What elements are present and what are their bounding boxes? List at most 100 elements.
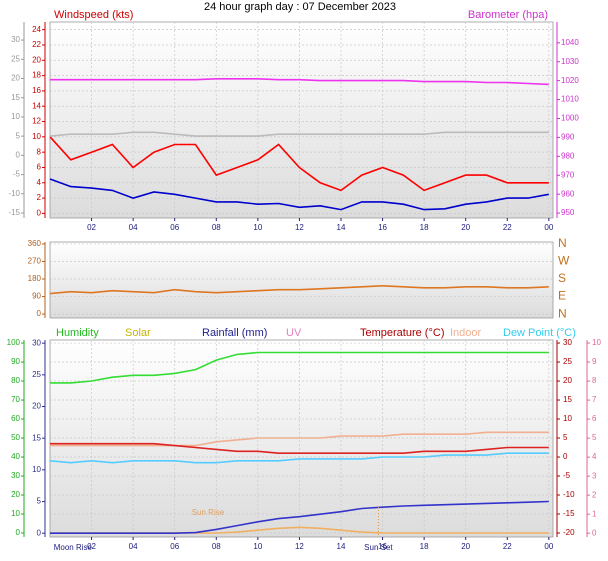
y-tick-label: 0 xyxy=(37,209,42,218)
legend-entry: Temperature (°C) xyxy=(360,327,444,339)
legend-entry: UV xyxy=(286,327,302,339)
y-tick-label: 30 xyxy=(563,338,572,347)
y-tick-label: 1020 xyxy=(561,76,579,85)
y-tick-label: -10 xyxy=(8,189,20,198)
y-tick-label: 180 xyxy=(28,274,42,283)
y-tick-label: -15 xyxy=(563,509,575,518)
series-line xyxy=(50,500,549,534)
y-tick-label: 960 xyxy=(561,189,575,198)
annotation: Moon Rise xyxy=(54,543,93,552)
x-tick-label: 08 xyxy=(212,542,221,551)
y-tick-label: 0 xyxy=(37,309,42,318)
y-tick-label: 4 xyxy=(37,178,42,187)
y-tick-label: -5 xyxy=(13,170,21,179)
y-tick-label: 360 xyxy=(28,239,42,248)
y-tick-label: 20 xyxy=(32,55,41,64)
y-tick-label: 270 xyxy=(28,257,42,266)
y-axis-label: Windspeed (kts) xyxy=(54,9,133,21)
y-tick-label: 9 xyxy=(592,357,597,366)
y-tick-label: 970 xyxy=(561,170,575,179)
legend-entry: Indoor xyxy=(450,327,482,339)
y-tick-label: 25 xyxy=(563,357,572,366)
y-tick-label: 7 xyxy=(592,395,597,404)
y-tick-label: 25 xyxy=(11,54,20,63)
series-line xyxy=(50,78,549,86)
y-tick-label: 5 xyxy=(16,131,21,140)
y-tick-label: 2 xyxy=(592,490,597,499)
y-tick-label: 10 xyxy=(592,338,601,347)
legend-entry: Humidity xyxy=(56,327,99,339)
y-tick-label: 0 xyxy=(563,452,568,461)
series-line xyxy=(49,131,549,137)
series-line xyxy=(49,284,549,295)
x-tick-label: 14 xyxy=(337,542,346,551)
y-tick-label: E xyxy=(558,289,566,303)
x-tick-label: 00 xyxy=(544,542,553,551)
y-tick-label: 0 xyxy=(16,528,21,537)
y-tick-label: 1 xyxy=(592,509,597,518)
y-tick-label: 2 xyxy=(37,193,42,202)
y-tick-label: 10 xyxy=(32,132,41,141)
y-tick-label: 24 xyxy=(32,25,41,34)
x-tick-label: 02 xyxy=(87,223,96,232)
y-tick-label: 90 xyxy=(11,357,20,366)
x-tick-label: 20 xyxy=(461,542,470,551)
y-tick-label: 0 xyxy=(592,528,597,537)
legend-entry: Dew Point (°C) xyxy=(503,327,576,339)
x-tick-label: 22 xyxy=(503,223,512,232)
series-line xyxy=(49,136,549,192)
y-tick-label: 40 xyxy=(11,452,20,461)
y-tick-label: -20 xyxy=(563,528,575,537)
y-tick-label: 80 xyxy=(11,376,20,385)
y-tick-label: 5 xyxy=(37,497,42,506)
x-tick-label: 00 xyxy=(544,223,553,232)
y-tick-label: 20 xyxy=(563,376,572,385)
y-tick-label: 20 xyxy=(32,402,41,411)
x-tick-label: 02 xyxy=(87,542,96,551)
y-tick-label: 980 xyxy=(561,151,575,160)
y-tick-label: 10 xyxy=(11,509,20,518)
y-tick-label: 25 xyxy=(32,370,41,379)
y-tick-label: N xyxy=(558,236,567,250)
legend-entry: Rainfall (mm) xyxy=(202,327,267,339)
y-tick-label: 6 xyxy=(37,163,42,172)
y-tick-label: 990 xyxy=(561,133,575,142)
y-tick-label: 8 xyxy=(592,376,597,385)
y-tick-label: S xyxy=(558,271,566,285)
y-tick-label: 50 xyxy=(11,433,20,442)
y-tick-label: 1040 xyxy=(561,38,579,47)
y-tick-label: 5 xyxy=(592,433,597,442)
y2-axis-label: Barometer (hpa) xyxy=(468,9,548,21)
y-tick-label: -10 xyxy=(563,490,575,499)
x-tick-label: 18 xyxy=(420,223,429,232)
x-tick-label: 12 xyxy=(295,223,304,232)
y-tick-label: 18 xyxy=(32,71,41,80)
x-tick-label: 10 xyxy=(253,542,262,551)
y-tick-label: 0 xyxy=(16,150,21,159)
y-tick-label: -5 xyxy=(563,471,571,480)
series-line xyxy=(50,442,549,454)
x-tick-label: 04 xyxy=(129,223,138,232)
y-tick-label: 10 xyxy=(563,414,572,423)
y-tick-label: 30 xyxy=(11,471,20,480)
plot-area xyxy=(49,21,554,219)
chart-title: 24 hour graph day : 07 December 2023 xyxy=(204,1,396,13)
x-tick-label: 20 xyxy=(461,223,470,232)
y-tick-label: 1000 xyxy=(561,114,579,123)
y-tick-label: 4 xyxy=(592,452,597,461)
y-tick-label: 950 xyxy=(561,208,575,217)
y-tick-label: 16 xyxy=(32,86,41,95)
y-tick-label: 10 xyxy=(11,112,20,121)
x-tick-label: 06 xyxy=(170,542,179,551)
x-tick-label: 14 xyxy=(337,223,346,232)
y-tick-label: 12 xyxy=(32,117,41,126)
annotation: Sun Set xyxy=(364,543,393,552)
y-tick-label: 90 xyxy=(32,292,41,301)
y-tick-label: 15 xyxy=(563,395,572,404)
x-tick-label: 06 xyxy=(170,223,179,232)
y-tick-label: 5 xyxy=(563,433,568,442)
y-tick-label: 20 xyxy=(11,74,20,83)
series-line xyxy=(49,452,549,464)
series-line xyxy=(50,351,549,384)
y-tick-label: 1010 xyxy=(561,95,579,104)
